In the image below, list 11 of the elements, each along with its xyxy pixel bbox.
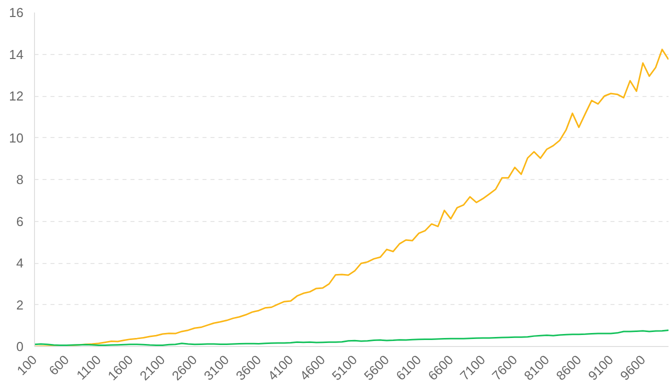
y-tick-label: 0	[16, 339, 24, 354]
y-tick-label: 2	[16, 297, 24, 312]
y-tick-label: 12	[9, 88, 24, 104]
y-tick-label: 6	[16, 214, 24, 229]
x-tick-label: 600	[46, 352, 72, 378]
x-tick-label: 100	[14, 352, 40, 378]
y-tick-label: 8	[16, 172, 24, 187]
y-tick-label: 4	[16, 256, 24, 270]
y-tick-label: 16	[9, 5, 24, 20]
y-tick-label: 10	[9, 130, 24, 146]
y-tick-label: 14	[9, 46, 24, 62]
